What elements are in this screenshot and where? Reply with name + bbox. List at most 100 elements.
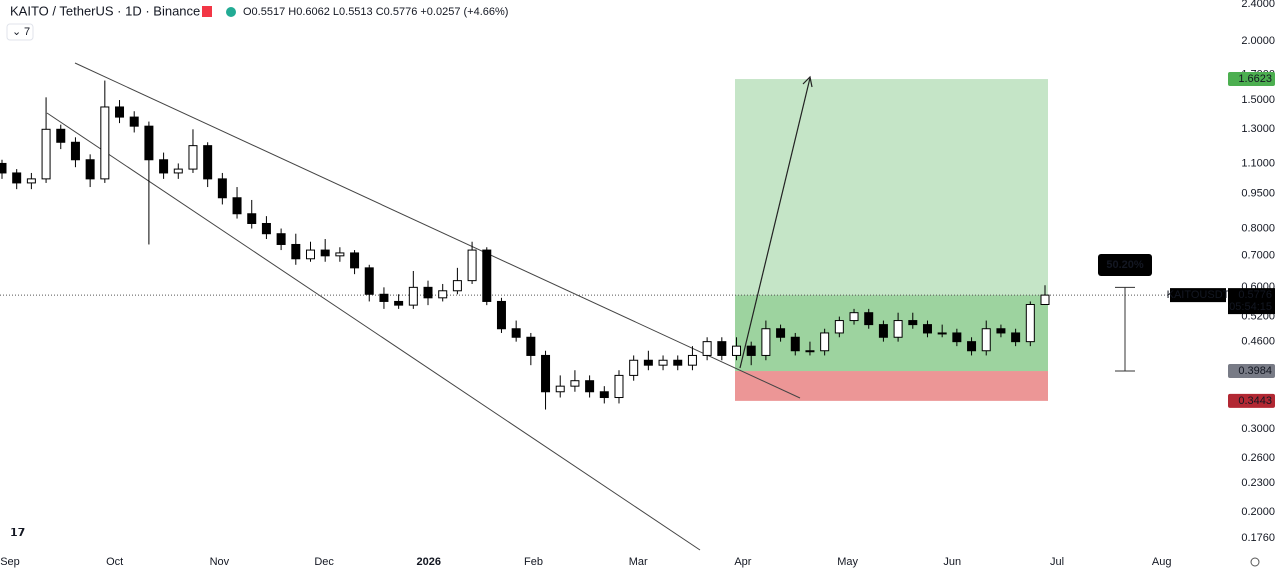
candle-body — [864, 312, 874, 326]
chart-title: KAITO / TetherUS · 1D · Binance — [10, 3, 200, 18]
candle-body — [482, 249, 492, 302]
candle-body — [526, 336, 536, 356]
candle-body — [320, 249, 330, 257]
y-tick-label: 0.2600 — [1241, 452, 1275, 464]
y-tick-label: 0.2300 — [1241, 477, 1275, 489]
candle-body — [335, 252, 345, 257]
candle-body — [129, 116, 139, 127]
candle-body — [981, 328, 991, 352]
candle-body — [834, 320, 844, 334]
candle-body — [144, 125, 154, 161]
candle-body — [996, 328, 1006, 334]
entry-label: 0.3984 — [1238, 365, 1272, 377]
candle-body — [878, 324, 888, 338]
y-tick-label: 0.9500 — [1241, 187, 1275, 199]
candle-body — [1011, 332, 1021, 343]
y-tick-label: 0.3000 — [1241, 423, 1275, 435]
x-tick-label: Jun — [943, 556, 961, 568]
candle-body — [115, 106, 125, 118]
candle-body — [761, 328, 771, 356]
candle-body — [173, 168, 183, 174]
target-label: 1.6623 — [1238, 73, 1272, 85]
symbol-label: KAITOUSDT — [1167, 289, 1230, 301]
y-tick-label: 0.7000 — [1241, 250, 1275, 262]
ohlc-text: O0.5517 H0.6062 L0.5513 C0.5776 +0.0257 … — [243, 6, 508, 18]
candle-body — [100, 106, 110, 180]
candle-body — [687, 354, 697, 366]
flag-icon — [202, 6, 212, 17]
candle-body — [26, 178, 36, 184]
candle-body — [599, 391, 609, 399]
candle-body — [511, 328, 521, 338]
y-tick-label: 1.1000 — [1241, 157, 1275, 169]
candle-body — [702, 341, 712, 356]
candle-body — [85, 159, 95, 180]
symbol-box — [1170, 288, 1226, 303]
candle-body — [658, 359, 668, 366]
candle-body — [717, 341, 727, 356]
candle-body — [643, 359, 653, 366]
candle-body — [952, 332, 962, 343]
candle-body — [893, 320, 903, 338]
candle-body — [438, 290, 448, 299]
candle-body — [673, 359, 683, 366]
candle-body — [496, 300, 506, 330]
candle-body — [732, 345, 742, 356]
measure-label: 50.20% — [1106, 259, 1144, 271]
candle-body — [570, 380, 580, 387]
trend-line — [74, 62, 801, 399]
candle-body — [188, 145, 198, 170]
candle-body — [291, 243, 301, 260]
stop-zone — [735, 371, 1048, 401]
price-box — [1228, 288, 1275, 315]
arrow-head — [802, 75, 813, 88]
logo: 𝟭𝟳 — [10, 527, 25, 539]
y-tick-label: 0.1760 — [1241, 532, 1275, 544]
candle-body — [937, 332, 947, 335]
profit-zone — [735, 295, 1048, 372]
y-tick-label: 2.0000 — [1241, 35, 1275, 47]
y-tick-label: 0.2000 — [1241, 506, 1275, 518]
candle-body — [452, 280, 462, 292]
x-tick-label: May — [837, 556, 858, 568]
x-tick-label: Dec — [314, 556, 334, 568]
candle-body — [849, 312, 859, 322]
countdown: 05:54:15 — [1229, 301, 1272, 313]
indicator-toggle[interactable] — [6, 23, 34, 41]
candle-body — [41, 128, 51, 180]
candle-body — [159, 159, 169, 174]
candle-body — [408, 286, 418, 306]
x-tick-label: Feb — [524, 556, 543, 568]
arrow — [739, 77, 811, 369]
candle-body — [908, 320, 918, 326]
x-tick-label: Apr — [734, 556, 751, 568]
x-tick-label: Jul — [1050, 556, 1064, 568]
candle-body — [541, 354, 551, 393]
y-tick-label: 2.4000 — [1241, 0, 1275, 10]
candle-body — [614, 374, 624, 399]
candle-body — [805, 350, 815, 353]
candle-body — [776, 328, 786, 338]
indicator-count: 7 — [24, 26, 30, 38]
price-label: 0.5776 — [1238, 289, 1272, 301]
y-tick-label: 1.3000 — [1241, 123, 1275, 135]
entry-label-box — [1228, 364, 1275, 379]
y-tick-label: 0.4600 — [1241, 336, 1275, 348]
candle-body — [1040, 294, 1050, 305]
candle-body — [423, 286, 433, 299]
candle-body — [790, 336, 800, 352]
candle-body — [967, 341, 977, 352]
candle-body — [0, 162, 7, 174]
x-tick-label: 2026 — [417, 556, 441, 568]
candle-body — [70, 141, 80, 161]
target-zone — [735, 79, 1048, 296]
candle-body — [350, 252, 360, 269]
candle-body — [203, 145, 213, 180]
x-tick-label: Oct — [106, 556, 123, 568]
stop-label-box — [1228, 393, 1275, 408]
candle-body — [261, 222, 271, 235]
trend-line — [46, 112, 701, 551]
candle-body — [276, 233, 286, 245]
settings-icon[interactable] — [1250, 557, 1260, 567]
stop-label: 0.3443 — [1238, 395, 1272, 407]
